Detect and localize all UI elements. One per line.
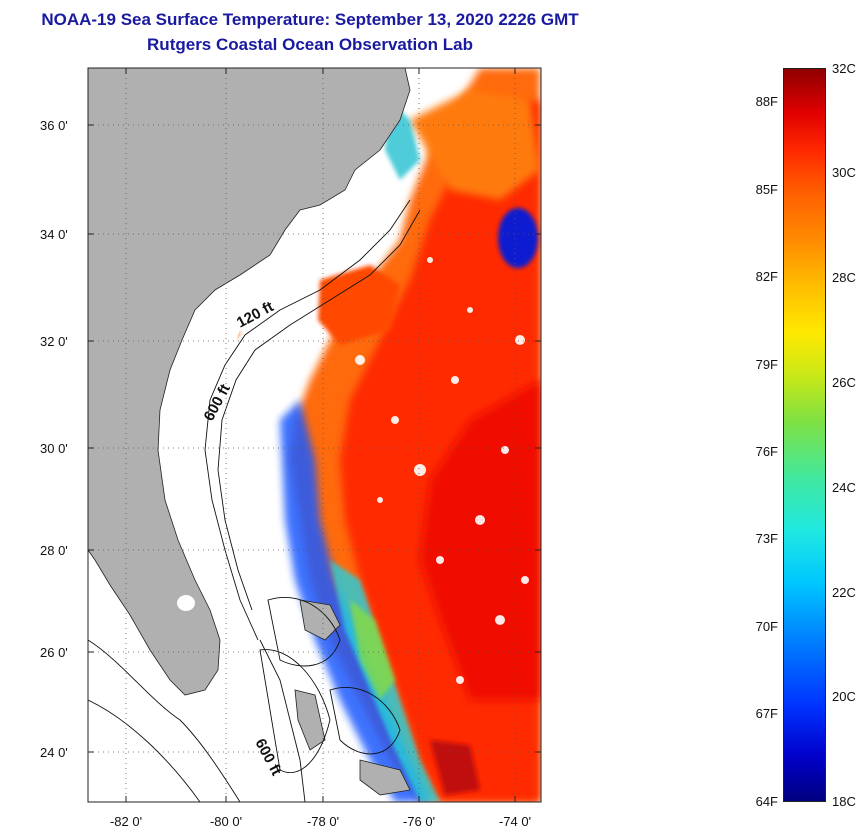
land [88,68,411,796]
lon-tick-82: -82 0' [110,814,142,829]
colorbar-c-22: 22C [832,585,856,600]
colorbar-f-79: 79F [755,357,778,372]
colorbar-c-18: 18C [832,794,856,809]
colorbar-f-67: 67F [755,706,778,721]
lon-tick-80: -80 0' [210,814,242,829]
colorbar-c-24: 24C [832,480,856,495]
lon-tick-74: -74 0' [499,814,531,829]
colorbar-f-70: 70F [755,619,778,634]
colorbar-f-85: 85F [755,182,778,197]
sst-field [188,68,540,802]
colorbar-c-32: 32C [832,61,856,76]
colorbar-c-30: 30C [832,165,856,180]
colorbar-c-26: 26C [832,375,856,390]
lat-tick-labels: 36 0' 34 0' 32 0' 30 0' 28 0' 26 0' 24 0… [40,118,68,760]
map-subtitle: Rutgers Coastal Ocean Observation Lab [147,35,473,54]
colorbar-f-76: 76F [755,444,778,459]
isobaths [88,199,421,802]
colorbar-c-20: 20C [832,689,856,704]
lat-tick-26: 26 0' [40,645,68,660]
colorbar-f-73: 73F [755,531,778,546]
lat-tick-24: 24 0' [40,745,68,760]
map-title: NOAA-19 Sea Surface Temperature: Septemb… [41,10,579,29]
colorbar-f-82: 82F [755,269,778,284]
colorbar-f-88: 88F [755,94,778,109]
gridlines [88,68,541,802]
lat-tick-34: 34 0' [40,227,68,242]
lon-tick-labels: -82 0' -80 0' -78 0' -76 0' -74 0' [110,814,531,829]
lat-tick-28: 28 0' [40,543,68,558]
temperature-colorbar [783,68,826,802]
lon-tick-78: -78 0' [307,814,339,829]
lat-tick-32: 32 0' [40,334,68,349]
map-frame [87,67,542,803]
tick-marks [88,68,541,802]
colorbar-c-28: 28C [832,270,856,285]
colorbar-f-64: 64F [755,794,778,809]
lon-tick-76: -76 0' [403,814,435,829]
lakes [99,595,195,611]
lat-tick-36: 36 0' [40,118,68,133]
lat-tick-30: 30 0' [40,441,68,456]
